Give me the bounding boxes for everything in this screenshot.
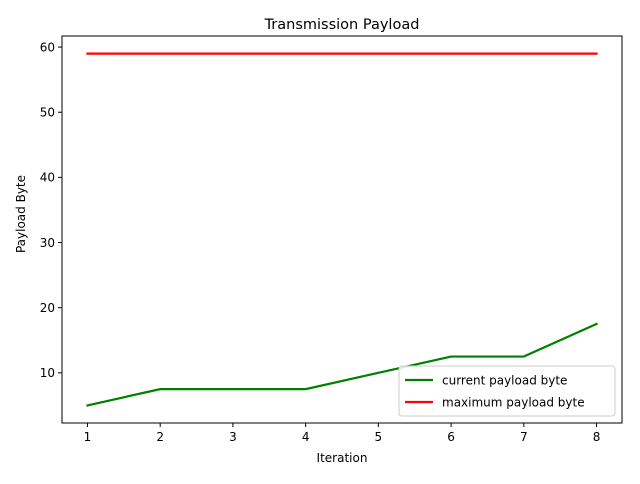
x-tick-label: 8 [593, 430, 601, 444]
y-tick-label: 60 [40, 40, 55, 54]
chart-title: Transmission Payload [264, 17, 420, 33]
plot-area: 1 2 3 4 5 6 7 8 10 20 30 40 50 60 current payload byte… [40, 35, 623, 444]
x-tick-label: 6 [447, 430, 455, 444]
x-tick-label: 1 [84, 430, 92, 444]
x-axis-label: Iteration [317, 451, 368, 465]
y-tick-label: 20 [40, 301, 55, 315]
x-tick-label: 4 [302, 430, 310, 444]
legend-label: current payload byte [442, 373, 567, 387]
y-tick-label: 10 [40, 366, 55, 380]
y-tick-label: 30 [40, 236, 55, 250]
legend-label: maximum payload byte [442, 395, 585, 409]
x-tick-label: 5 [375, 430, 383, 444]
y-tick-label: 50 [40, 106, 55, 120]
x-tick-label: 2 [156, 430, 164, 444]
y-axis-label: Payload Byte [14, 175, 28, 253]
y-tick-label: 40 [40, 171, 55, 185]
x-tick-label: 3 [229, 430, 237, 444]
plot-frame [61, 35, 623, 424]
x-tick-label: 7 [520, 430, 528, 444]
series-line-1 [86, 322, 599, 407]
legend-box [398, 365, 616, 417]
